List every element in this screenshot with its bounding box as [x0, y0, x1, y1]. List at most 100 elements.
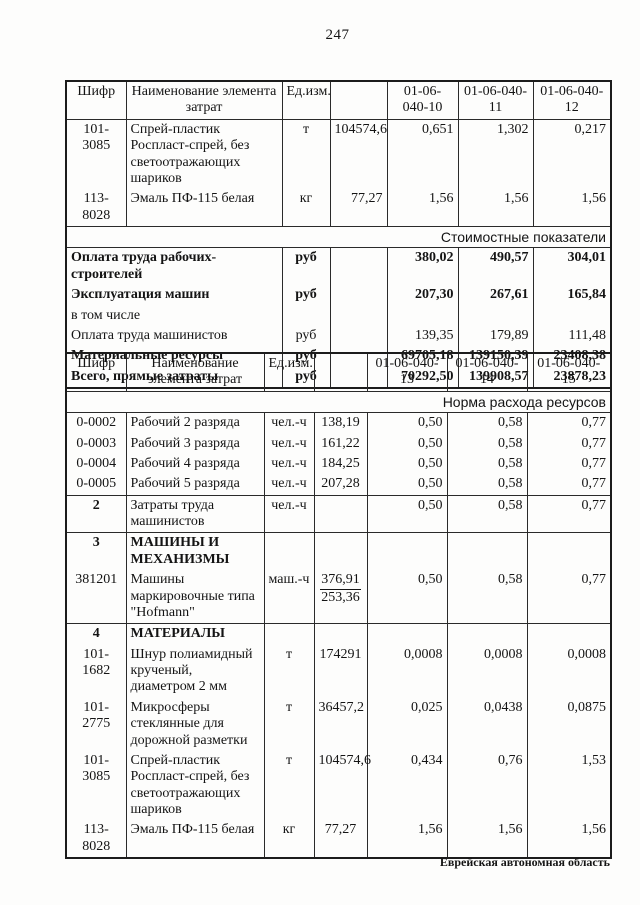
cell-unit: руб: [281, 285, 331, 306]
cell-qty: 174291: [313, 644, 368, 698]
cell-value: [366, 532, 448, 571]
cell-qty: [313, 494, 368, 533]
cell-qty: [329, 325, 388, 347]
section-row: 4 МАТЕРИАЛЫ: [65, 623, 612, 645]
cell-name: Рабочий 2 разряда: [125, 412, 265, 434]
cell-name: Оплата труда рабочих-строителей: [65, 247, 283, 286]
table-row: 113-8028 Эмаль ПФ-115 белая кг 77,27 1,5…: [65, 189, 612, 227]
cell-unit: кг: [263, 820, 315, 859]
cell-code: 0-0003: [65, 433, 127, 454]
cell-code: 101-2775: [65, 697, 127, 751]
cell-value: 0,58: [446, 570, 528, 624]
cell-value: 1,56: [457, 189, 534, 227]
cell-code: 101-3085: [65, 750, 127, 821]
cell-value: [532, 305, 612, 326]
cell-value: 179,89: [457, 325, 534, 347]
cell-value: 0,50: [366, 474, 448, 496]
table-header-row: Шифр Наименование элемента затрат Ед.изм…: [65, 81, 612, 120]
table-row: 101-3085 Спрей-пластик Роспласт-спрей, б…: [65, 750, 612, 821]
cell-value: 1,56: [526, 820, 612, 859]
cell-unit: руб: [281, 325, 331, 347]
cell-qty: [313, 532, 368, 571]
cell-qty-fraction: 376,91 253,36: [313, 570, 368, 624]
cell-value: 0,58: [446, 412, 528, 434]
cell-value: 0,58: [446, 474, 528, 496]
table-row: 101-3085 Спрей-пластик Роспласт-спрей, б…: [65, 119, 612, 190]
cell-value: [366, 623, 448, 645]
table-row: Эксплуатация машин руб 207,30 267,61 165…: [65, 285, 612, 306]
column-header-norm: 01-06-040-13: [366, 353, 448, 392]
cell-unit: кг: [281, 189, 331, 227]
cell-qty: [329, 285, 388, 306]
cell-value: 0,50: [366, 453, 448, 475]
cell-unit: маш.-ч: [263, 570, 315, 624]
cell-name: Спрей-пластик Роспласт-спрей, без светоо…: [125, 119, 283, 190]
cell-unit: т: [263, 644, 315, 698]
cell-value: 165,84: [532, 285, 612, 306]
cell-value: [386, 305, 459, 326]
cell-value: 1,56: [366, 820, 448, 859]
table-row: 2 Затраты труда машинистов чел.-ч 0,50 0…: [65, 494, 612, 533]
cell-value: [526, 532, 612, 571]
cell-value: 0,0008: [526, 644, 612, 698]
cell-qty: 77,27: [313, 820, 368, 859]
cell-qty: [329, 247, 388, 286]
cell-value: 380,02: [386, 247, 459, 286]
column-header-norm: 01-06-040-12: [532, 81, 612, 120]
cell-code: 2: [65, 494, 127, 533]
cell-value: 111,48: [532, 325, 612, 347]
cell-name: Эмаль ПФ-115 белая: [125, 189, 283, 227]
cell-unit: чел.-ч: [263, 494, 315, 533]
cell-qty: 207,28: [313, 474, 368, 496]
cell-name: Затраты труда машинистов: [125, 494, 265, 533]
section-band-row: Норма расхода ресурсов: [65, 390, 612, 414]
cell-value: 207,30: [386, 285, 459, 306]
cell-value: 0,50: [366, 412, 448, 434]
page-number: 247: [325, 27, 350, 43]
cell-value: 0,76: [446, 750, 528, 821]
cell-unit: [263, 532, 315, 571]
cell-qty: 184,25: [313, 453, 368, 475]
cell-code: 0-0004: [65, 453, 127, 475]
cell-qty: 104574,6: [313, 750, 371, 821]
column-header-name: Наименование элемента затрат: [125, 353, 265, 392]
cell-name: Микросферы стеклянные для дорожной разме…: [125, 697, 265, 751]
cell-name: Эмаль ПФ-115 белая: [125, 820, 265, 859]
cell-unit: чел.-ч: [263, 433, 315, 454]
table-row: 101-1682 Шнур полиамидный крученый, диам…: [65, 644, 612, 698]
qty-fraction-numerator: 376,91: [320, 572, 361, 590]
cell-value: 0,58: [446, 433, 528, 454]
cell-value: 0,77: [526, 453, 612, 475]
column-header-norm: 01-06-040-15: [526, 353, 612, 392]
cell-qty: 77,27: [329, 189, 388, 227]
cost-table: Шифр Наименование элемента затрат Ед.изм…: [65, 80, 612, 389]
cell-value: 0,025: [366, 697, 448, 751]
cell-code: 381201: [65, 570, 127, 624]
table-header-row: Шифр Наименование элемента затрат Ед.изм…: [65, 353, 612, 392]
cell-qty: 36457,2: [313, 697, 368, 751]
cell-name: Рабочий 4 разряда: [125, 453, 265, 475]
cell-name: Шнур полиамидный крученый, диаметром 2 м…: [125, 644, 265, 698]
table-row: 381201 Машины маркировочные типа "Hofman…: [65, 570, 612, 624]
cell-value: 0,0008: [366, 644, 448, 698]
column-header-name: Наименование элемента затрат: [125, 81, 283, 120]
cell-unit: т: [263, 750, 315, 821]
column-header-code: Шифр: [65, 353, 127, 392]
cell-value: 0,217: [532, 119, 612, 190]
cell-unit: руб: [281, 247, 331, 286]
section-band-row: Стоимостные показатели: [65, 225, 612, 249]
cell-code: 101-1682: [65, 644, 127, 698]
column-header-norm: 01-06-040-10: [386, 81, 459, 120]
table-row: 113-8028 Эмаль ПФ-115 белая кг 77,27 1,5…: [65, 820, 612, 859]
table-row: 0-0004 Рабочий 4 разряда чел.-ч 184,25 0…: [65, 453, 612, 475]
cell-code: 113-8028: [65, 189, 127, 227]
cell-value: 0,58: [446, 494, 528, 533]
cell-name: Эксплуатация машин: [65, 285, 283, 306]
cell-value: 0,50: [366, 494, 448, 533]
cell-code: 3: [65, 532, 127, 571]
section-band-label: Стоимостные показатели: [65, 225, 612, 249]
cell-value: 0,77: [526, 494, 612, 533]
cell-value: 139,35: [386, 325, 459, 347]
column-header-qty: [313, 353, 368, 392]
